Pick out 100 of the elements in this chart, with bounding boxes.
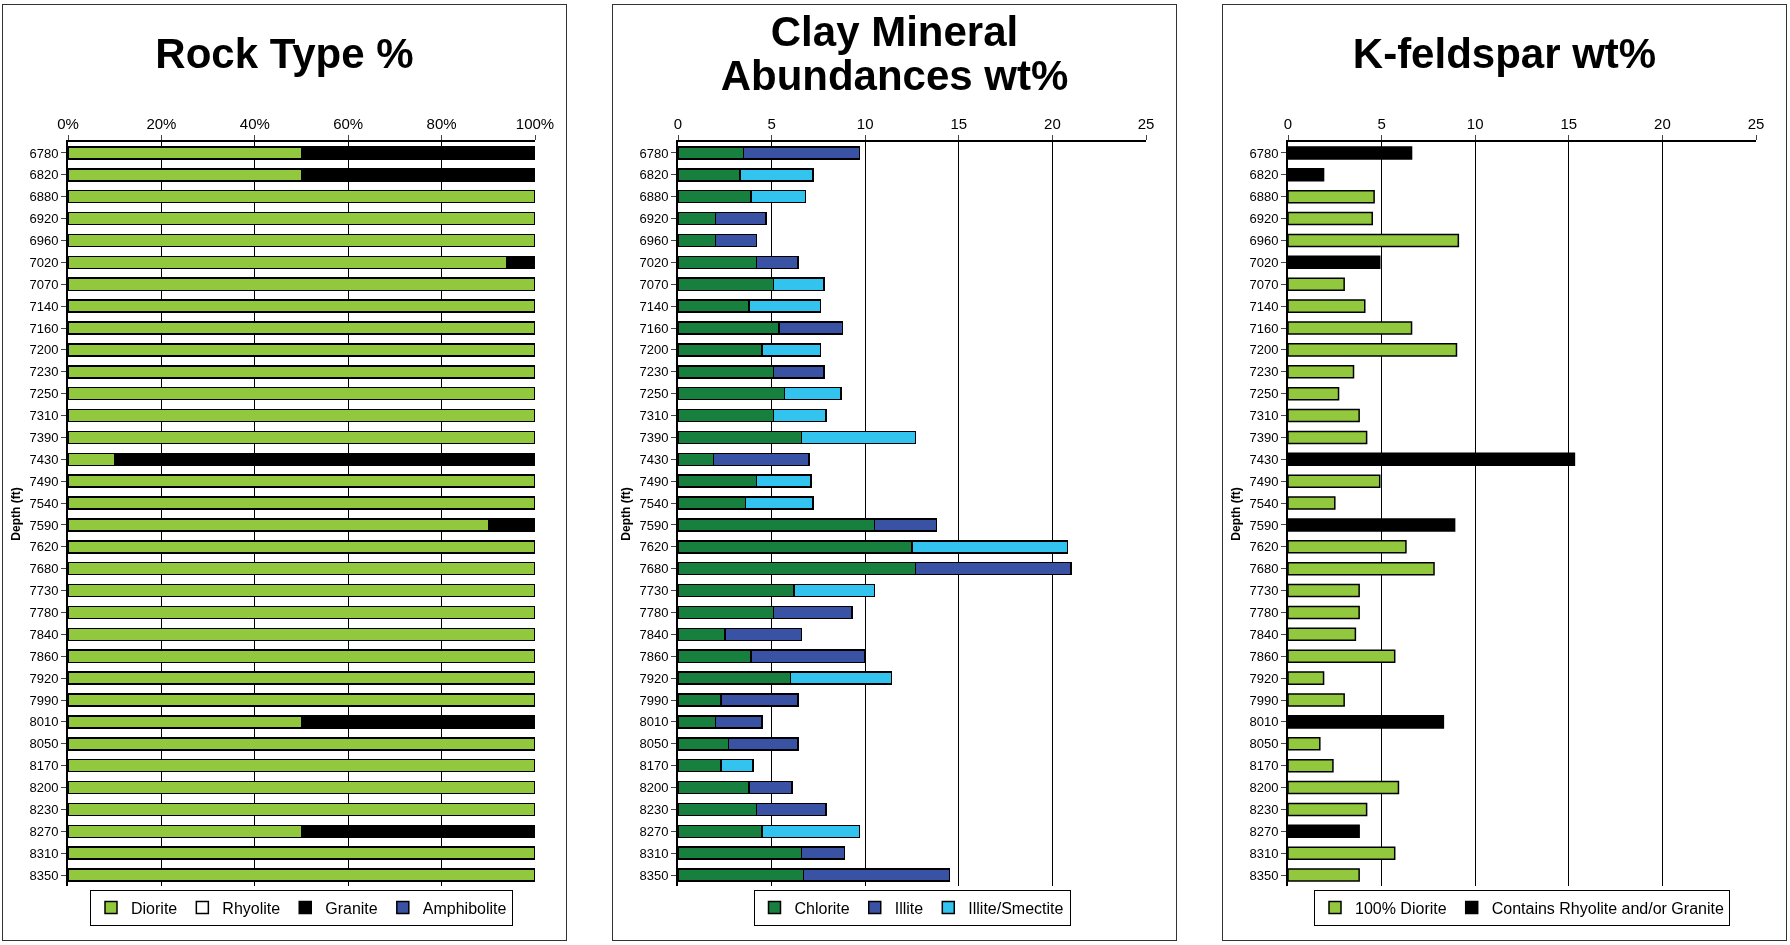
y-tick-label: 7140 [1249, 298, 1279, 314]
y-tick-label: 7160 [1249, 320, 1279, 336]
x-tick-label: 80% [426, 115, 457, 132]
y-tick-label: 7070 [1249, 276, 1279, 292]
y-tick-label: 7140 [29, 298, 59, 314]
y-tick-label: 8350 [29, 867, 59, 883]
y-tick-label: 7250 [29, 386, 59, 402]
y-tick-label: 7990 [29, 692, 59, 708]
x-tick-label: 0% [57, 115, 79, 132]
legend-label: Diorite [131, 899, 178, 917]
x-tick-label: 60% [333, 115, 364, 132]
legend-label: 100% Diorite [1355, 899, 1447, 917]
y-tick-label: 6960 [1249, 233, 1279, 249]
x-tick-label: 20 [1044, 115, 1061, 132]
y-tick-label: 7620 [1249, 539, 1279, 555]
y-tick-label: 8010 [29, 714, 59, 730]
y-tick-label: 7780 [639, 605, 669, 621]
x-tick-label: 0 [1283, 115, 1293, 132]
y-tick-label: 7160 [639, 320, 669, 336]
y-tick-label: 7140 [639, 298, 669, 314]
y-tick-label: 7490 [29, 473, 59, 489]
y-axis-title: Depth (ft) [9, 487, 24, 541]
y-tick-label: 7020 [639, 254, 669, 270]
x-tick-label: 15 [950, 115, 968, 132]
y-tick-label: 7200 [1249, 342, 1279, 358]
x-tick-label: 5 [767, 115, 776, 132]
y-tick-label: 7920 [639, 670, 669, 686]
y-tick-label: 6820 [639, 167, 669, 183]
legend-label: Contains Rhyolite and/or Granite [1491, 899, 1724, 917]
y-tick-label: 7310 [639, 408, 669, 424]
y-tick-label: 6920 [1249, 211, 1279, 227]
y-tick-label: 8050 [1249, 736, 1279, 752]
y-tick-label: 7230 [1249, 364, 1279, 380]
x-tick-label: 40% [239, 115, 270, 132]
y-tick-label: 8050 [29, 736, 59, 752]
y-tick-label: 8270 [1249, 823, 1279, 839]
y-tick-label: 8050 [639, 736, 669, 752]
y-tick-label: 7730 [29, 583, 59, 599]
y-tick-label: 7540 [1249, 495, 1279, 511]
legend-label: Rhyolite [222, 899, 281, 917]
x-tick-label: 0 [673, 115, 683, 132]
y-tick-label: 6820 [1249, 167, 1279, 183]
y-tick-label: 7780 [1249, 605, 1279, 621]
y-tick-label: 7250 [639, 386, 669, 402]
chart-title: Rock Type % [154, 29, 415, 79]
y-tick-label: 7620 [29, 539, 59, 555]
y-tick-label: 6960 [29, 233, 59, 249]
legend-label: Illite [894, 899, 924, 917]
x-tick-label: 15 [1560, 115, 1578, 132]
legend-label: Amphibolite [422, 899, 507, 917]
y-tick-label: 7590 [29, 517, 59, 533]
y-tick-label: 8170 [1249, 758, 1279, 774]
y-tick-label: 8200 [639, 780, 669, 796]
legend-label: Chlorite [794, 899, 850, 917]
y-tick-label: 8010 [1249, 714, 1279, 730]
y-tick-label: 8310 [29, 845, 59, 861]
chart-title: K-feldspar wt% [1351, 29, 1658, 79]
y-tick-label: 7490 [1249, 473, 1279, 489]
y-tick-label: 7390 [639, 429, 669, 445]
x-tick-label: 25 [1137, 115, 1155, 132]
y-tick-label: 7310 [1249, 408, 1279, 424]
y-tick-label: 7590 [639, 517, 669, 533]
y-tick-label: 6780 [1249, 145, 1279, 161]
y-tick-label: 8170 [29, 758, 59, 774]
y-axis-title: Depth (ft) [619, 487, 634, 541]
y-tick-label: 7780 [29, 605, 59, 621]
y-tick-label: 7070 [29, 276, 59, 292]
y-tick-label: 7840 [639, 626, 669, 642]
y-tick-label: 7620 [639, 539, 669, 555]
y-tick-label: 7430 [29, 451, 59, 467]
y-tick-label: 6880 [1249, 189, 1279, 205]
y-tick-label: 6920 [639, 211, 669, 227]
y-tick-label: 7390 [29, 429, 59, 445]
y-tick-label: 7680 [639, 561, 669, 577]
y-tick-label: 7540 [29, 495, 59, 511]
y-tick-label: 7990 [1249, 692, 1279, 708]
y-tick-label: 8310 [639, 845, 669, 861]
y-tick-label: 8270 [639, 823, 669, 839]
y-tick-label: 8200 [1249, 780, 1279, 796]
y-tick-label: 8230 [1249, 801, 1279, 817]
y-tick-label: 7230 [639, 364, 669, 380]
y-tick-label: 6880 [29, 189, 59, 205]
y-tick-label: 8230 [639, 801, 669, 817]
y-tick-label: 7020 [1249, 254, 1279, 270]
y-tick-label: 6780 [29, 145, 59, 161]
y-tick-label: 6920 [29, 211, 59, 227]
y-tick-label: 7490 [639, 473, 669, 489]
y-tick-label: 7430 [639, 451, 669, 467]
y-tick-label: 7200 [29, 342, 59, 358]
y-tick-label: 8230 [29, 801, 59, 817]
y-tick-label: 7680 [1249, 561, 1279, 577]
y-tick-label: 7430 [1249, 451, 1279, 467]
y-tick-label: 8170 [639, 758, 669, 774]
y-tick-label: 6960 [639, 233, 669, 249]
legend-label: Granite [325, 899, 378, 917]
y-tick-label: 7730 [639, 583, 669, 599]
y-tick-label: 7540 [639, 495, 669, 511]
y-tick-label: 7020 [29, 254, 59, 270]
y-tick-label: 8310 [1249, 845, 1279, 861]
y-tick-label: 8350 [1249, 867, 1279, 883]
